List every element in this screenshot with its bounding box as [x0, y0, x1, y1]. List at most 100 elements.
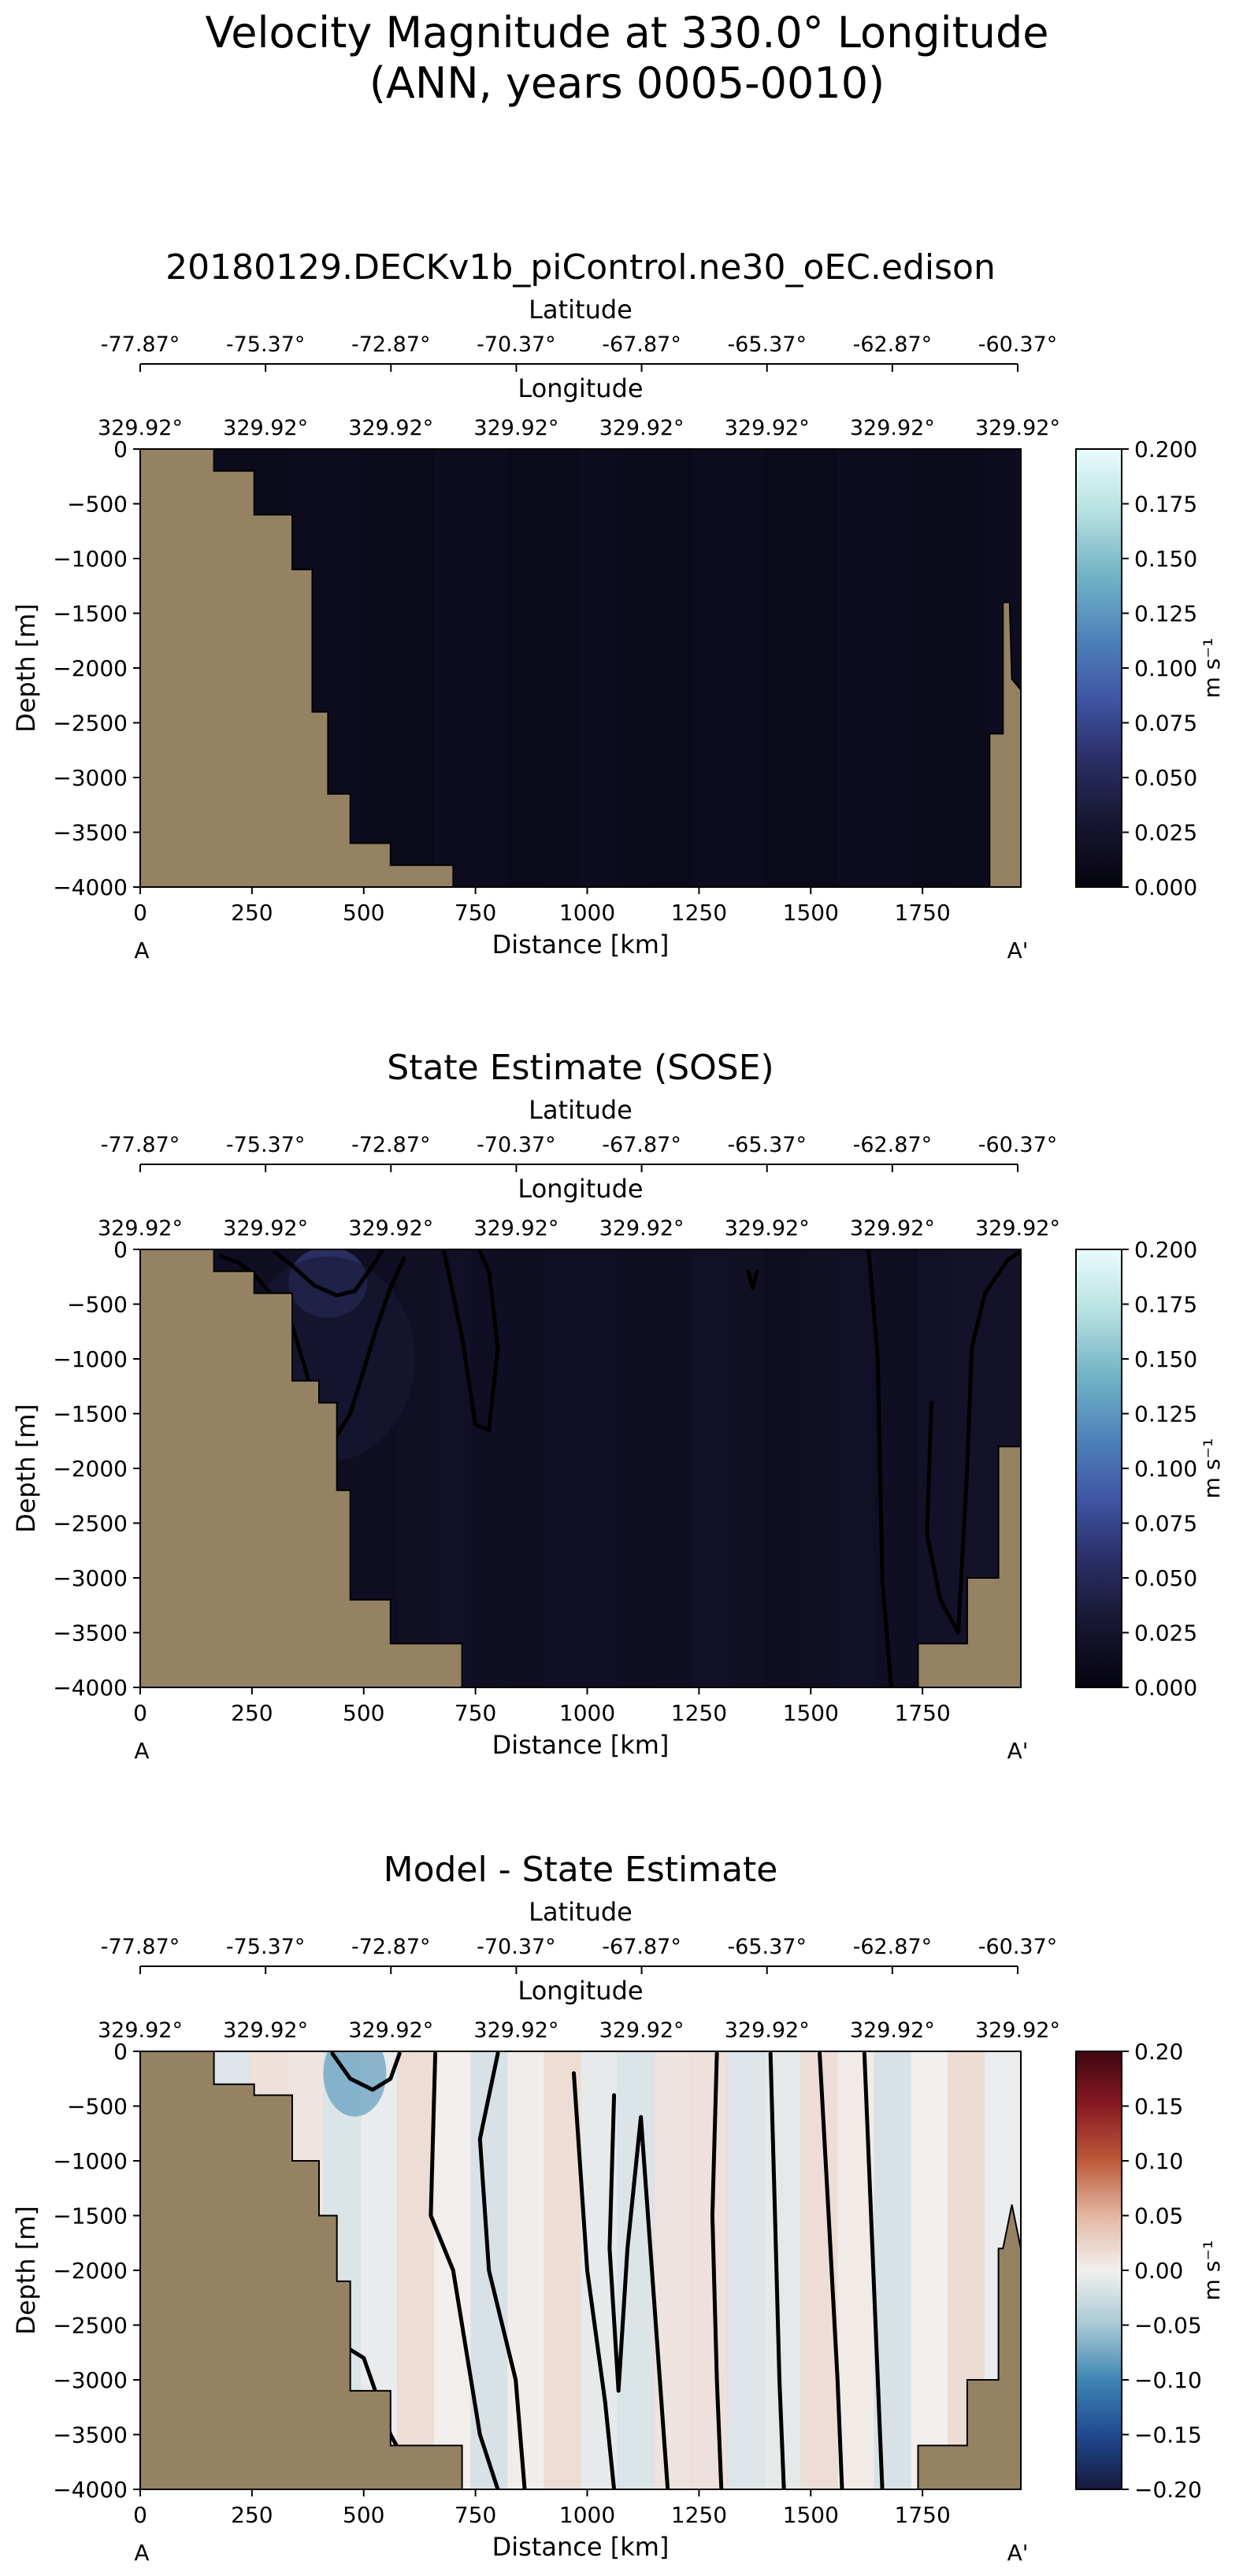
colorbar-tick-label: 0.025	[1134, 1620, 1197, 1646]
longitude-tick-label: 329.92°	[599, 1216, 685, 1241]
panel-title: State Estimate (SOSE)	[387, 1048, 774, 1088]
longitude-tick-label: 329.92°	[348, 2018, 433, 2043]
longitude-tick-label: 329.92°	[473, 2018, 558, 2043]
longitude-tick-label: 329.92°	[348, 416, 433, 440]
colorbar-tick-label: 0.150	[1134, 1346, 1197, 1372]
field-band	[654, 1249, 692, 1687]
y-axis-label: Depth [m]	[11, 603, 41, 733]
contour-line	[866, 1249, 893, 1687]
y-tick-label: −2500	[53, 711, 128, 737]
x-tick-label: 250	[231, 2502, 273, 2528]
colorbar-tick-label: −0.15	[1134, 2422, 1202, 2448]
y-tick-label: −3500	[53, 2422, 128, 2448]
y-tick-label: −2500	[53, 2313, 128, 2339]
latitude-tick-label: -65.37°	[727, 332, 807, 357]
field-band	[654, 2051, 692, 2489]
land-right	[917, 1446, 1021, 1687]
panel-2: State Estimate (SOSE) Latitude -77.87° -75.…	[11, 1048, 1225, 1764]
x-tick-label: 1250	[671, 900, 727, 926]
longitude-tick-label: 329.92°	[348, 1216, 433, 1241]
x-tick-label: 500	[343, 900, 384, 926]
field-band	[911, 449, 948, 887]
longitude-tick-label: 329.92°	[599, 2018, 685, 2043]
colorbar-tick-label: 0.050	[1134, 765, 1197, 791]
x-tick-label: 750	[454, 900, 496, 926]
longitude-tick-label: 329.92°	[850, 2018, 935, 2043]
heatmap-field	[140, 1249, 1021, 1687]
longitude-tick-label: 329.92°	[725, 2018, 810, 2043]
longitude-tick-label: 329.92°	[850, 416, 935, 440]
longitude-tick-label: 329.92°	[725, 1216, 810, 1241]
x-tick-label: 1000	[559, 1700, 615, 1726]
x-tick-label: 0	[133, 1700, 147, 1726]
field-band	[617, 1249, 655, 1687]
latitude-tick-label: -77.87°	[101, 332, 180, 357]
latitude-axis-label: Latitude	[529, 1095, 633, 1125]
y-tick-label: −2500	[53, 1511, 128, 1537]
y-tick-label: −500	[67, 1292, 128, 1318]
field-band	[544, 2051, 581, 2489]
panel-title: Model - State Estimate	[384, 1850, 778, 1890]
field-band	[360, 449, 399, 887]
longitude-tick-label: 329.92°	[98, 2018, 183, 2043]
y-tick-label: −1500	[53, 1401, 128, 1427]
y-tick-label: 0	[113, 436, 128, 462]
field-band	[911, 2051, 948, 2489]
y-axis-label: Depth [m]	[11, 2206, 41, 2335]
field-band	[727, 449, 765, 887]
endpoint-end: A'	[1007, 937, 1029, 963]
contour-line	[429, 2051, 500, 2489]
colorbar-tick-label: 0.000	[1134, 874, 1197, 900]
y-tick-label: −3000	[53, 1565, 128, 1591]
longitude-axis-label: Longitude	[518, 1976, 643, 2006]
latitude-tick-label: -72.87°	[351, 332, 431, 357]
longitude-tick-label: 329.92°	[473, 416, 558, 440]
latitude-tick-label: -62.87°	[853, 332, 933, 357]
y-tick-label: −1000	[53, 2148, 128, 2174]
latitude-tick-label: -65.37°	[727, 1133, 807, 1157]
contour-line	[330, 2051, 402, 2092]
x-tick-label: 1000	[559, 900, 615, 926]
x-tick-label: 1750	[895, 2502, 951, 2528]
field-band	[837, 1249, 875, 1687]
x-tick-label: 750	[454, 2502, 496, 2528]
land-left	[140, 1249, 463, 1687]
y-tick-label: −1500	[53, 2203, 128, 2229]
latitude-tick-label: -62.87°	[853, 1935, 933, 1959]
longitude-tick-label: 329.92°	[599, 416, 685, 440]
endpoint-start: A	[134, 1738, 149, 1764]
latitude-tick-label: -70.37°	[477, 1935, 556, 1959]
field-band	[800, 1249, 839, 1687]
colorbar-tick-label: 0.15	[1134, 2094, 1183, 2120]
colorbar	[1075, 448, 1122, 888]
field-band	[506, 2051, 545, 2489]
longitude-tick-label: 329.92°	[725, 416, 810, 440]
contour-line	[477, 2051, 527, 2489]
latitude-tick-label: -62.87°	[853, 1133, 933, 1157]
contour-line	[818, 2051, 844, 2489]
latitude-tick-label: -65.37°	[727, 1935, 807, 1959]
field-band	[690, 449, 729, 887]
longitude-tick-label: 329.92°	[223, 416, 308, 440]
land-left	[140, 2051, 463, 2489]
latitude-tick-label: -70.37°	[477, 1133, 556, 1157]
longitude-tick-label: 329.92°	[850, 1216, 935, 1241]
field-band	[617, 449, 655, 887]
colorbar-tick-label: 0.075	[1134, 711, 1197, 737]
contour-line	[272, 1249, 384, 1297]
y-tick-label: −1500	[53, 601, 128, 627]
x-tick-label: 250	[231, 900, 273, 926]
latitude-tick-label: -60.37°	[978, 1935, 1058, 1959]
longitude-tick-label: 329.92°	[98, 1216, 183, 1241]
latitude-tick-label: -75.37°	[226, 332, 306, 357]
endpoint-end: A'	[1007, 1738, 1029, 1764]
colorbar-tick-label: −0.05	[1134, 2313, 1202, 2339]
y-tick-label: −3500	[53, 1620, 128, 1646]
field-band	[470, 449, 508, 887]
colorbar-tick-label: 0.200	[1134, 436, 1197, 462]
field-band	[581, 1249, 618, 1687]
colorbar-tick-label: 0.05	[1134, 2203, 1183, 2229]
y-tick-label: −3500	[53, 820, 128, 846]
colorbar-tick-label: 0.125	[1134, 601, 1197, 627]
